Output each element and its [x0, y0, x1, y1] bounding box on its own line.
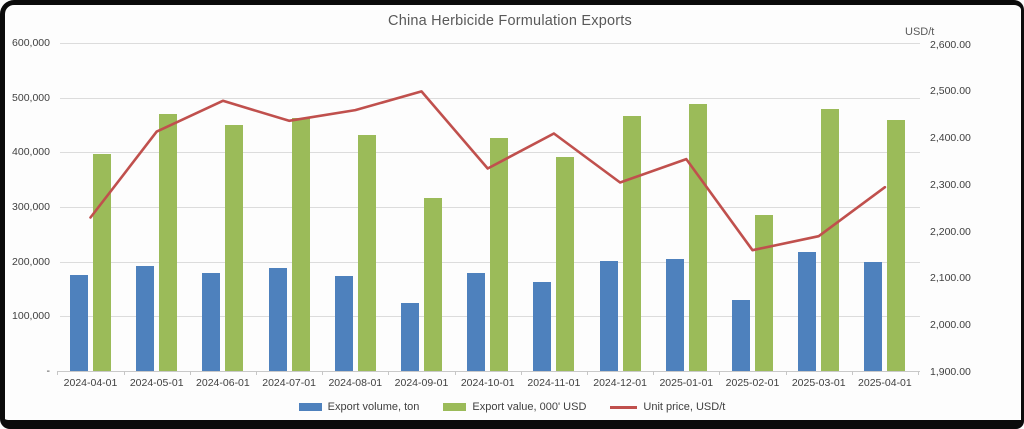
gridline: [60, 43, 920, 44]
legend-bar-swatch-icon: [443, 403, 467, 411]
x-axis-label: 2024-12-01: [593, 377, 647, 389]
value-bar: [887, 120, 906, 371]
right-axis-tick: 2,600.00: [930, 38, 971, 51]
x-axis-label: 2024-11-01: [527, 377, 581, 389]
x-axis-tick-mark: [256, 371, 257, 375]
left-axis-tick: 600,000: [12, 37, 50, 49]
right-axis-tick: 2,100.00: [930, 272, 971, 285]
right-axis-tick: 2,400.00: [930, 132, 971, 145]
value-bar: [225, 125, 244, 371]
volume-bar: [70, 274, 88, 371]
legend-label: Unit price, USD/t: [643, 401, 726, 413]
x-axis-tick-mark: [322, 371, 324, 375]
legend-bar-swatch-icon: [298, 403, 322, 411]
value-bar: [159, 113, 178, 371]
value-bar: [821, 108, 840, 371]
legend-item: Export volume, ton: [298, 401, 420, 413]
value-bar: [622, 116, 641, 371]
left-axis-tick: 300,000: [12, 201, 50, 213]
x-axis-tick-mark: [520, 371, 522, 375]
x-axis-tick-mark: [719, 371, 721, 375]
volume-bar: [268, 268, 287, 371]
legend: Export volume, ton Export value, 000' USD…: [0, 399, 1024, 415]
x-axis-tick-mark: [189, 371, 191, 375]
volume-bar: [599, 261, 618, 371]
right-axis-tick: 1,900.00: [930, 365, 971, 378]
legend-label: Export volume, ton: [327, 401, 420, 413]
value-bar: [291, 117, 310, 371]
x-axis-tick-mark: [388, 371, 390, 375]
right-axis-tick: 2,300.00: [930, 178, 971, 191]
x-axis-label: 2024-05-01: [129, 377, 184, 389]
left-axis-tick: 400,000: [12, 146, 50, 159]
value-bar: [556, 156, 575, 371]
volume-bar: [467, 272, 486, 371]
value-bar: [357, 135, 376, 371]
volume-bar: [136, 265, 155, 371]
volume-bar: [334, 276, 353, 371]
right-axis-tick: 2,500.00: [930, 85, 971, 98]
right-axis-unit-label: USD/t: [905, 26, 935, 38]
x-axis-label: 2024-08-01: [328, 377, 383, 389]
gridline: [60, 316, 920, 318]
x-axis-label: 2024-04-01: [63, 377, 118, 389]
legend-label: Export value, 000' USD: [472, 401, 587, 413]
x-axis-label: 2024-07-01: [262, 377, 316, 389]
value-bar: [424, 197, 442, 371]
x-axis-tick-mark: [123, 371, 125, 375]
x-axis-tick-mark: [454, 371, 456, 375]
right-axis-tick: 2,000.00: [930, 319, 971, 331]
volume-bar: [665, 258, 684, 371]
value-bar: [688, 103, 707, 371]
left-axis-tick: 100,000: [12, 310, 50, 323]
value-bar: [490, 138, 509, 371]
x-axis-tick-mark: [57, 371, 59, 375]
legend-line-swatch-icon: [610, 405, 638, 409]
volume-bar: [202, 272, 221, 371]
gridline: [60, 97, 920, 99]
volume-bar: [798, 251, 817, 371]
value-bar: [93, 154, 111, 371]
x-axis-label: 2024-06-01: [196, 377, 250, 389]
x-axis-tick-mark: [918, 371, 919, 375]
legend-item: Unit price, USD/t: [610, 401, 725, 413]
x-axis-tick-mark: [851, 371, 853, 375]
x-axis-tick-mark: [785, 371, 787, 375]
volume-bar: [732, 299, 750, 371]
left-axis-tick: 200,000: [12, 255, 50, 268]
x-axis-label: 2025-03-01: [791, 377, 846, 389]
legend-item: Export value, 000' USD: [443, 401, 586, 413]
right-axis-tick: 2,200.00: [930, 225, 971, 238]
x-axis-tick-mark: [587, 371, 588, 375]
gridline: [60, 261, 920, 263]
left-axis-tick: 500,000: [12, 91, 50, 104]
chart-title: China Herbicide Formulation Exports: [388, 13, 632, 29]
x-axis-label: 2025-02-01: [725, 377, 780, 389]
x-axis-label: 2024-10-01: [460, 377, 515, 389]
x-axis-label: 2025-04-01: [858, 377, 912, 389]
left-axis-tick: -: [46, 365, 51, 377]
x-axis-line: [57, 371, 920, 372]
value-bar: [755, 215, 773, 371]
volume-bar: [864, 261, 883, 371]
volume-bar: [533, 282, 552, 371]
x-axis-tick-mark: [653, 371, 655, 375]
x-axis-label: 2024-09-01: [394, 377, 449, 389]
x-axis-label: 2025-01-01: [659, 377, 714, 389]
volume-bar: [401, 302, 419, 371]
